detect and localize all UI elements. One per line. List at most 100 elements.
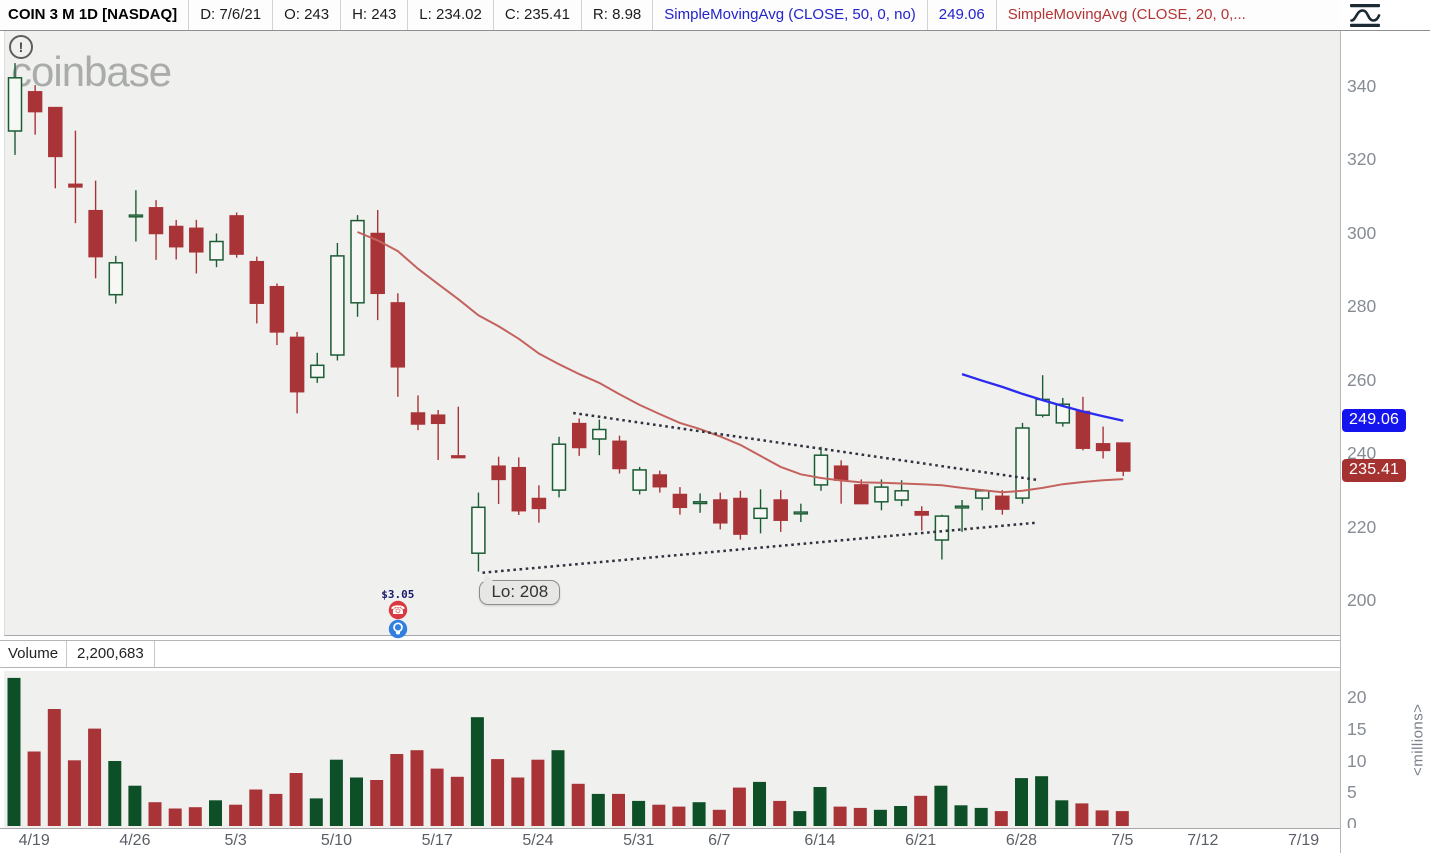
candle-5-17 — [430, 410, 446, 460]
candle-4-29 — [189, 219, 204, 274]
volume-bar — [410, 750, 424, 826]
volume-label[interactable]: Volume — [0, 641, 67, 667]
date-tick-7-19[interactable]: 7/19 — [1288, 832, 1320, 849]
indicator-tool-icon[interactable] — [1345, 2, 1385, 29]
candle-5-21 — [511, 457, 527, 515]
date-tick-6-14[interactable]: 6/14 — [804, 832, 836, 849]
candle-6-4 — [692, 493, 708, 513]
candle-6-25 — [995, 490, 1010, 515]
sma50-price-badge: 249.06 — [1342, 408, 1407, 432]
date-tick-4-19[interactable]: 4/19 — [18, 832, 50, 849]
date-tick-5-10[interactable]: 5/10 — [320, 832, 352, 849]
price-tick-300: 300 — [1347, 222, 1377, 243]
earnings-call-icon[interactable]: ☎ — [388, 600, 408, 620]
candle-6-9 — [753, 489, 768, 534]
volume-tick-0: 0 — [1347, 814, 1357, 828]
candle-5-12 — [370, 210, 385, 321]
volume-bar — [128, 785, 142, 826]
volume-bar — [853, 807, 867, 826]
ohlc-field-1: O: 243 — [273, 0, 342, 30]
volume-pane-header: Volume 2,200,683 — [0, 640, 1340, 668]
sma50-line[interactable] — [961, 373, 1124, 422]
volume-bar — [229, 804, 243, 826]
sma20-indicator-label[interactable]: SimpleMovingAvg (CLOSE, 20, 0,... — [1007, 6, 1246, 23]
volume-bar — [954, 805, 968, 826]
volume-value: 2,200,683 — [67, 641, 155, 667]
low-price-tooltip: Lo: 208 — [479, 573, 561, 605]
date-tick-4-26[interactable]: 4/26 — [119, 832, 151, 849]
candle-5-24 — [531, 485, 547, 523]
volume-tick-15: 15 — [1347, 718, 1367, 739]
earnings-marker[interactable]: $3.05 ☎ — [375, 588, 421, 639]
volume-bar — [773, 800, 787, 826]
candle-4-30 — [209, 233, 224, 268]
volume-bar — [390, 754, 404, 826]
price-tick-320: 320 — [1347, 149, 1377, 170]
volume-chart-pane[interactable] — [4, 671, 1340, 828]
volume-bar — [148, 802, 162, 826]
volume-chart-canvas[interactable] — [4, 671, 1340, 828]
candle-6-16 — [854, 479, 869, 505]
sma50-indicator-label[interactable]: SimpleMovingAvg (CLOSE, 50, 0, no) — [653, 0, 928, 30]
tooltip-pointer — [483, 573, 495, 582]
candle-7-6 — [1116, 442, 1131, 477]
volume-bar — [632, 800, 646, 826]
date-tick-5-17[interactable]: 5/17 — [421, 832, 453, 849]
candle-5-5 — [269, 283, 285, 346]
lightbulb-icon[interactable] — [388, 619, 408, 639]
date-tick-5-24[interactable]: 5/24 — [522, 832, 554, 849]
date-tick-7-5[interactable]: 7/5 — [1111, 832, 1134, 849]
candle-6-30 — [1055, 397, 1071, 427]
price-axis[interactable]: 340 320 300 280 260 240 220 200 249.06 235.41 — [1340, 31, 1430, 635]
volume-bar — [350, 777, 363, 826]
volume-tick-5: 5 — [1347, 782, 1357, 803]
candle-5-18 — [451, 406, 466, 459]
volume-bar — [1115, 811, 1129, 826]
candle-6-1 — [632, 466, 647, 495]
volume-bar — [934, 785, 948, 826]
candle-6-7 — [713, 492, 728, 530]
date-tick-6-21[interactable]: 6/21 — [905, 832, 937, 849]
last-close-price-badge: 235.41 — [1342, 458, 1407, 482]
volume-bar — [209, 800, 222, 826]
price-tick-240: 240 — [1347, 443, 1377, 464]
price-chart-pane[interactable]: coinbase ! Lo: 208 $3.05 ☎ — [4, 31, 1341, 639]
candle-5-25 — [551, 436, 567, 498]
volume-bar — [470, 717, 484, 826]
candle-5-28 — [612, 435, 627, 474]
candle-4-26 — [128, 190, 144, 242]
candle-5-14 — [410, 395, 426, 431]
candle-6-10 — [773, 490, 788, 532]
date-tick-6-28[interactable]: 6/28 — [1005, 832, 1038, 849]
volume-bar — [732, 787, 746, 826]
date-tick-7-12[interactable]: 7/12 — [1187, 832, 1219, 849]
volume-bar — [833, 806, 847, 826]
volume-bar — [591, 793, 605, 826]
trendline-1[interactable] — [482, 521, 1037, 574]
date-tick-5-3[interactable]: 5/3 — [224, 832, 247, 849]
volume-axis[interactable]: 20 15 10 5 0 — [1340, 640, 1404, 828]
candle-6-17 — [874, 479, 889, 511]
volume-bar — [974, 807, 988, 826]
candle-6-23 — [954, 500, 970, 532]
volume-bar — [269, 793, 283, 826]
candle-6-8 — [733, 490, 748, 540]
volume-tick-20: 20 — [1347, 687, 1367, 708]
volume-bar — [289, 773, 303, 826]
sma20-line[interactable] — [357, 231, 1124, 494]
candle-6-2 — [652, 470, 668, 493]
price-chart-canvas[interactable] — [5, 31, 1341, 635]
volume-bar — [168, 808, 182, 826]
volume-bar — [672, 806, 686, 826]
warning-icon[interactable]: ! — [9, 35, 33, 59]
candle-4-28 — [168, 219, 184, 260]
volume-units-label: <millions> — [1409, 703, 1427, 777]
symbol-title[interactable]: COIN 3 M 1D [NASDAQ] — [0, 0, 190, 30]
date-tick-6-7[interactable]: 6/7 — [708, 832, 731, 849]
coinbase-watermark: coinbase — [11, 48, 172, 95]
volume-bar — [249, 789, 263, 826]
candle-6-18 — [894, 480, 909, 507]
volume-bar — [188, 807, 202, 826]
date-axis[interactable]: 4/19 4/26 5/3 5/10 5/17 5/24 5/31 6/7 6/14 6/21 6/… — [0, 828, 1430, 853]
date-tick-5-31[interactable]: 5/31 — [623, 832, 655, 849]
